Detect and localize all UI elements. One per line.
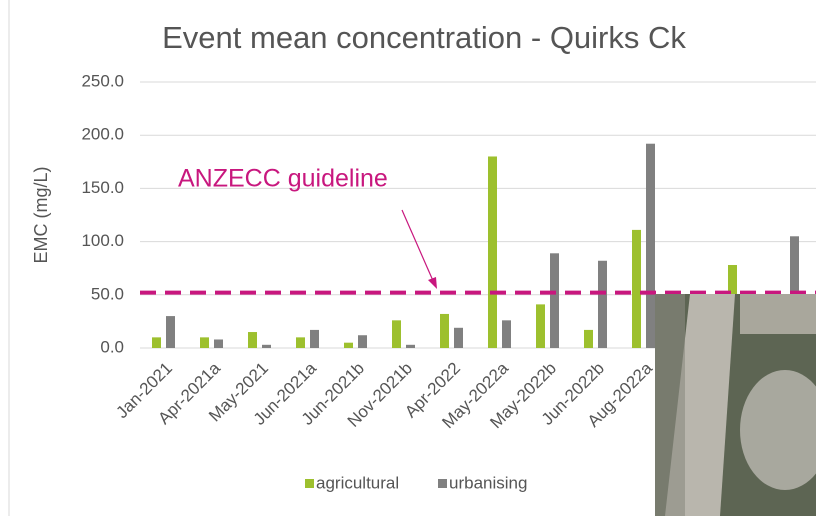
bar bbox=[550, 253, 559, 348]
bar bbox=[488, 156, 497, 348]
guideline-label: ANZECC guideline bbox=[178, 165, 388, 193]
bar bbox=[440, 313, 449, 348]
photo-lot bbox=[740, 294, 816, 334]
bar bbox=[598, 260, 607, 348]
bar bbox=[646, 143, 655, 348]
photo-clearing bbox=[740, 370, 816, 490]
chart-title: Event mean concentration - Quirks Ck bbox=[162, 20, 686, 55]
bar bbox=[200, 337, 209, 348]
legend-swatch bbox=[438, 479, 447, 488]
bar bbox=[152, 337, 161, 348]
guideline-arrow bbox=[401, 209, 435, 284]
y-tick-label: 100.0 bbox=[81, 231, 124, 250]
y-tick-label: 50.0 bbox=[91, 284, 124, 303]
bar bbox=[584, 329, 593, 348]
photo-overlay bbox=[655, 294, 816, 516]
y-tick-label: 200.0 bbox=[81, 125, 124, 144]
y-tick-label: 250.0 bbox=[81, 71, 124, 90]
bar bbox=[310, 329, 319, 348]
bar bbox=[296, 337, 305, 348]
legend-label: urbanising bbox=[449, 473, 527, 492]
bar bbox=[632, 229, 641, 348]
bar bbox=[214, 339, 223, 348]
bar bbox=[262, 344, 271, 348]
y-tick-label: 150.0 bbox=[81, 178, 124, 197]
guideline-arrowhead bbox=[428, 277, 437, 289]
y-tick-label: 0.0 bbox=[100, 337, 124, 356]
bar bbox=[536, 304, 545, 348]
bar bbox=[392, 320, 401, 348]
legend-swatch bbox=[305, 479, 314, 488]
y-axis-label: EMC (mg/L) bbox=[31, 166, 51, 263]
bar bbox=[248, 332, 257, 348]
photo-edge bbox=[655, 294, 685, 516]
legend-label: agricultural bbox=[316, 473, 399, 492]
bar bbox=[344, 342, 353, 348]
bar bbox=[358, 335, 367, 348]
bar bbox=[406, 344, 415, 348]
bar bbox=[502, 320, 511, 348]
bar bbox=[454, 327, 463, 348]
bar bbox=[166, 316, 175, 348]
